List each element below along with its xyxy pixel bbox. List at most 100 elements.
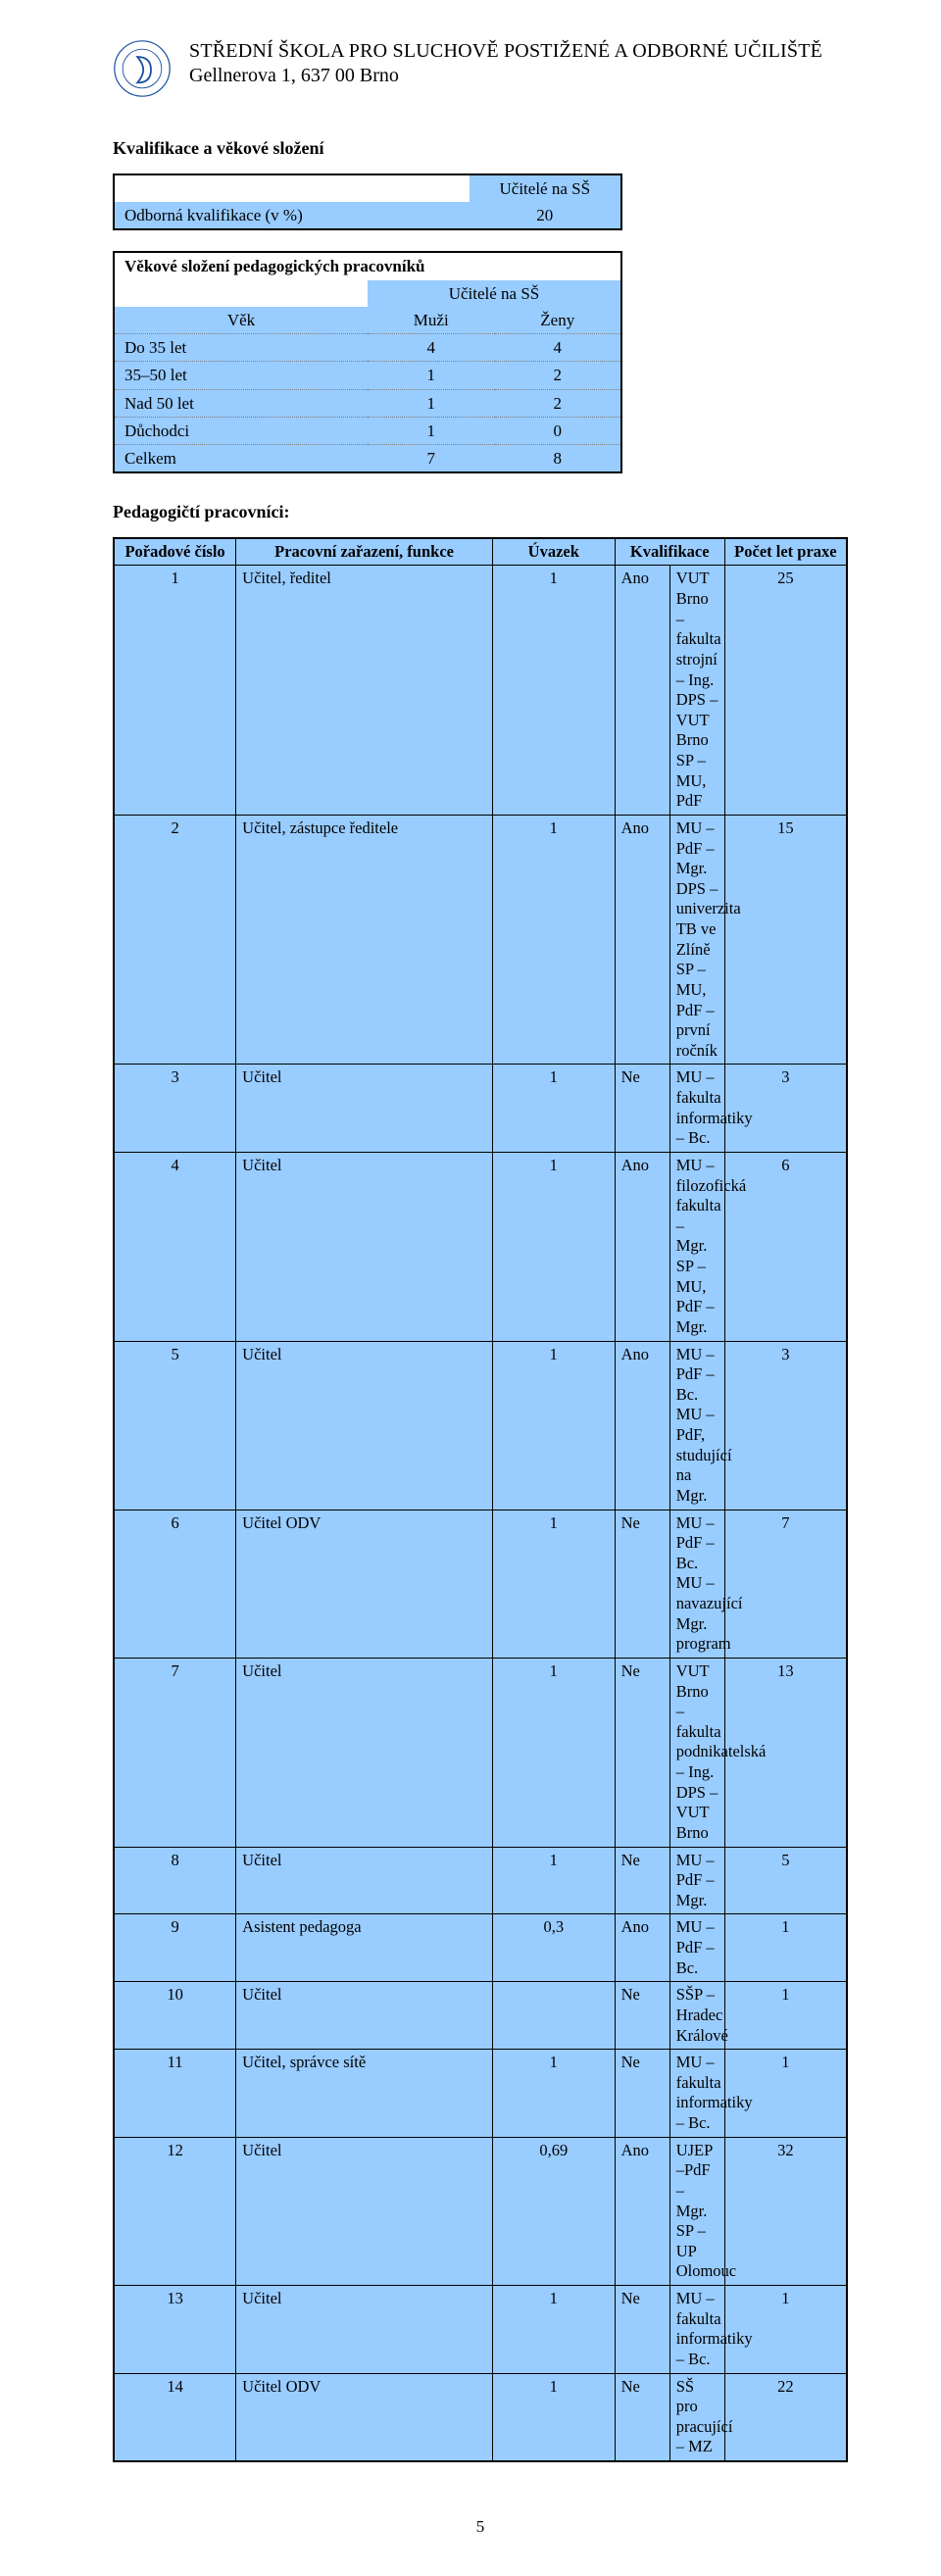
staff-cell-role: Učitel	[236, 1341, 493, 1510]
age-col-women: Ženy	[495, 307, 622, 334]
staff-cell-qual: SŠP – Hradec Králové	[669, 1982, 724, 2050]
staff-cell-years: 3	[724, 1341, 847, 1510]
staff-cell-role: Učitel	[236, 1152, 493, 1341]
staff-cell-role: Učitel	[236, 1658, 493, 1847]
age-col-label: Věk	[114, 307, 368, 334]
staff-cell-years: 22	[724, 2373, 847, 2461]
age-row-men: 1	[368, 389, 495, 417]
age-row-men: 1	[368, 417, 495, 444]
staff-cell-sp: Ano	[615, 1341, 669, 1510]
staff-cell-sp: Ano	[615, 1914, 669, 1982]
staff-cell-load: 1	[492, 1847, 615, 1914]
staff-cell-years: 1	[724, 2286, 847, 2374]
table-row: 9Asistent pedagoga0,3AnoMU – PdF – Bc.1	[114, 1914, 847, 1982]
age-row-label: Důchodci	[114, 417, 368, 444]
staff-cell-role: Učitel ODV	[236, 1510, 493, 1658]
table-row: 6Učitel ODV1NeMU – PdF – Bc.MU – navazuj…	[114, 1510, 847, 1658]
staff-cell-sp: Ne	[615, 1847, 669, 1914]
school-logo	[113, 39, 172, 98]
staff-cell-load: 1	[492, 1152, 615, 1341]
age-row-label: Celkem	[114, 445, 368, 473]
school-name: STŘEDNÍ ŠKOLA PRO SLUCHOVĚ POSTIŽENÉ A O…	[189, 39, 822, 64]
table-row: 13Učitel1NeMU – fakulta informatiky – Bc…	[114, 2286, 847, 2374]
staff-col-number: Pořadové číslo	[114, 538, 236, 566]
staff-cell-load	[492, 1982, 615, 2050]
staff-cell-role: Učitel ODV	[236, 2373, 493, 2461]
staff-cell-qual: MU – PdF – Bc.	[669, 1914, 724, 1982]
staff-cell-sp: Ne	[615, 2050, 669, 2138]
staff-col-role: Pracovní zařazení, funkce	[236, 538, 493, 566]
section-staff: Pedagogičtí pracovníci:	[113, 501, 848, 523]
qual-row-label: Odborná kvalifikace (v %)	[114, 202, 470, 229]
staff-cell-role: Učitel	[236, 1982, 493, 2050]
qual-row-value: 20	[470, 202, 621, 229]
staff-cell-qual: MU – PdF – Mgr.	[669, 1847, 724, 1914]
staff-cell-number: 1	[114, 566, 236, 816]
staff-cell-qual: MU – filozofická fakulta – Mgr.SP – MU, …	[669, 1152, 724, 1341]
staff-cell-years: 5	[724, 1847, 847, 1914]
table-row: 8Učitel1NeMU – PdF – Mgr.5	[114, 1847, 847, 1914]
table-row: 3Učitel1NeMU – fakulta informatiky – Bc.…	[114, 1065, 847, 1153]
staff-cell-qual: VUT Brno – fakulta podnikatelská – Ing.D…	[669, 1658, 724, 1847]
staff-cell-number: 10	[114, 1982, 236, 2050]
staff-cell-load: 0,3	[492, 1914, 615, 1982]
staff-cell-role: Učitel	[236, 2286, 493, 2374]
staff-cell-role: Učitel, zástupce ředitele	[236, 815, 493, 1065]
staff-cell-role: Učitel	[236, 2137, 493, 2285]
staff-cell-years: 25	[724, 566, 847, 816]
staff-cell-sp: Ne	[615, 1982, 669, 2050]
staff-cell-number: 7	[114, 1658, 236, 1847]
table-row: 14Učitel ODV1NeSŠ pro pracující – MZ22	[114, 2373, 847, 2461]
age-row-women: 0	[495, 417, 622, 444]
staff-cell-qual: MU – PdF – Bc.MU – PdF, studující na Mgr…	[669, 1341, 724, 1510]
staff-cell-qual: MU – fakulta informatiky – Bc.	[669, 1065, 724, 1153]
staff-cell-number: 6	[114, 1510, 236, 1658]
qual-header: Učitelé na SŠ	[470, 174, 621, 202]
age-composition-table: Věkové složení pedagogických pracovníků …	[113, 251, 622, 473]
table-row: 2Učitel, zástupce ředitele1AnoMU – PdF –…	[114, 815, 847, 1065]
staff-cell-number: 4	[114, 1152, 236, 1341]
age-row-men: 1	[368, 362, 495, 389]
staff-cell-number: 14	[114, 2373, 236, 2461]
staff-cell-number: 11	[114, 2050, 236, 2138]
staff-cell-sp: Ne	[615, 2373, 669, 2461]
staff-cell-qual: UJEP –PdF – Mgr.SP – UP Olomouc	[669, 2137, 724, 2285]
age-row-label: Do 35 let	[114, 334, 368, 362]
staff-cell-qual: MU – PdF – Bc.MU – navazující Mgr. progr…	[669, 1510, 724, 1658]
staff-table: Pořadové číslo Pracovní zařazení, funkce…	[113, 537, 848, 2462]
staff-cell-number: 8	[114, 1847, 236, 1914]
age-row-women: 8	[495, 445, 622, 473]
staff-cell-sp: Ne	[615, 1510, 669, 1658]
table-row: 12Učitel0,69AnoUJEP –PdF – Mgr.SP – UP O…	[114, 2137, 847, 2285]
staff-cell-sp: Ne	[615, 1658, 669, 1847]
staff-cell-role: Asistent pedagoga	[236, 1914, 493, 1982]
staff-cell-load: 1	[492, 566, 615, 816]
staff-cell-load: 1	[492, 2286, 615, 2374]
staff-cell-qual: VUT Brno – fakulta strojní – Ing.DPS – V…	[669, 566, 724, 816]
section-qualification-age: Kvalifikace a věkové složení	[113, 137, 848, 160]
age-top-header: Učitelé na SŠ	[368, 280, 621, 307]
staff-cell-years: 1	[724, 2050, 847, 2138]
staff-cell-load: 1	[492, 1510, 615, 1658]
age-row-women: 2	[495, 389, 622, 417]
table-row: 5Učitel1AnoMU – PdF – Bc.MU – PdF, studu…	[114, 1341, 847, 1510]
staff-cell-years: 13	[724, 1658, 847, 1847]
staff-cell-sp: Ano	[615, 2137, 669, 2285]
age-row-label: Nad 50 let	[114, 389, 368, 417]
staff-cell-sp: Ano	[615, 1152, 669, 1341]
staff-cell-load: 1	[492, 1658, 615, 1847]
staff-cell-load: 0,69	[492, 2137, 615, 2285]
staff-cell-qual: MU – PdF – Mgr.DPS – univerzita TB ve Zl…	[669, 815, 724, 1065]
age-row-women: 4	[495, 334, 622, 362]
qualification-table: Učitelé na SŠ Odborná kvalifikace (v %) …	[113, 173, 622, 231]
staff-cell-number: 12	[114, 2137, 236, 2285]
staff-col-load: Úvazek	[492, 538, 615, 566]
staff-col-years: Počet let praxe	[724, 538, 847, 566]
staff-cell-load: 1	[492, 1065, 615, 1153]
staff-cell-load: 1	[492, 1341, 615, 1510]
age-title: Věkové složení pedagogických pracovníků	[114, 252, 621, 279]
staff-cell-role: Učitel, správce sítě	[236, 2050, 493, 2138]
staff-cell-years: 15	[724, 815, 847, 1065]
staff-cell-number: 13	[114, 2286, 236, 2374]
staff-cell-years: 1	[724, 1914, 847, 1982]
